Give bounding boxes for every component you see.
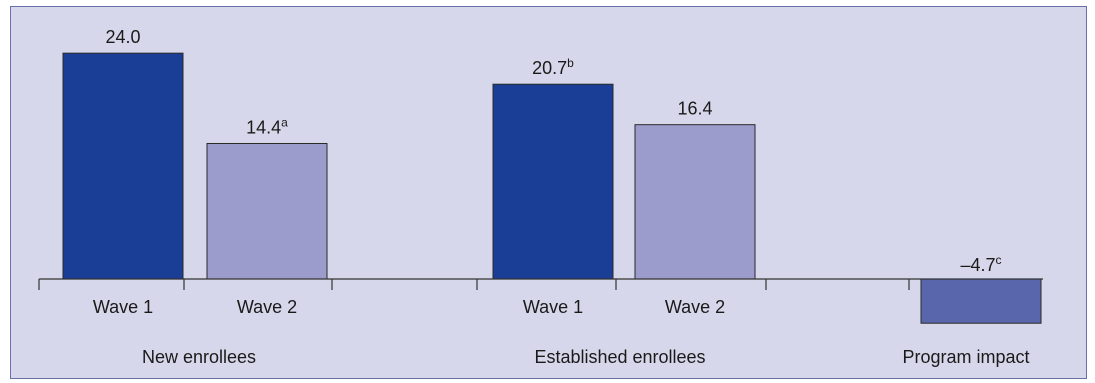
bar-1-2: [206, 142, 328, 280]
tick-label: Wave 1: [93, 297, 153, 317]
tick-label: Wave 2: [665, 297, 725, 317]
group-label: Established enrollees: [534, 347, 705, 367]
bar-3-1: [920, 278, 1042, 324]
data-label: 20.7b: [532, 56, 574, 78]
tick-label: Wave 1: [523, 297, 583, 317]
bar-2-1: [492, 83, 614, 280]
bar-chart: 24.0 Wave 1 14.4a Wave 2 New enrollees 20.7b W…: [38, 27, 1043, 367]
bar-1-1: [62, 52, 184, 280]
data-label: 16.4: [677, 99, 712, 119]
group-label: New enrollees: [142, 347, 256, 367]
data-label: 14.4a: [246, 115, 288, 137]
group-label: Program impact: [902, 347, 1029, 367]
tick-label: Wave 2: [237, 297, 297, 317]
bar-2-2: [634, 124, 756, 280]
data-label: 24.0: [105, 27, 140, 47]
chart-panel: 24.0 Wave 1 14.4a Wave 2 New enrollees 20.7b W…: [10, 6, 1087, 379]
data-label: –4.7c: [960, 253, 1001, 275]
